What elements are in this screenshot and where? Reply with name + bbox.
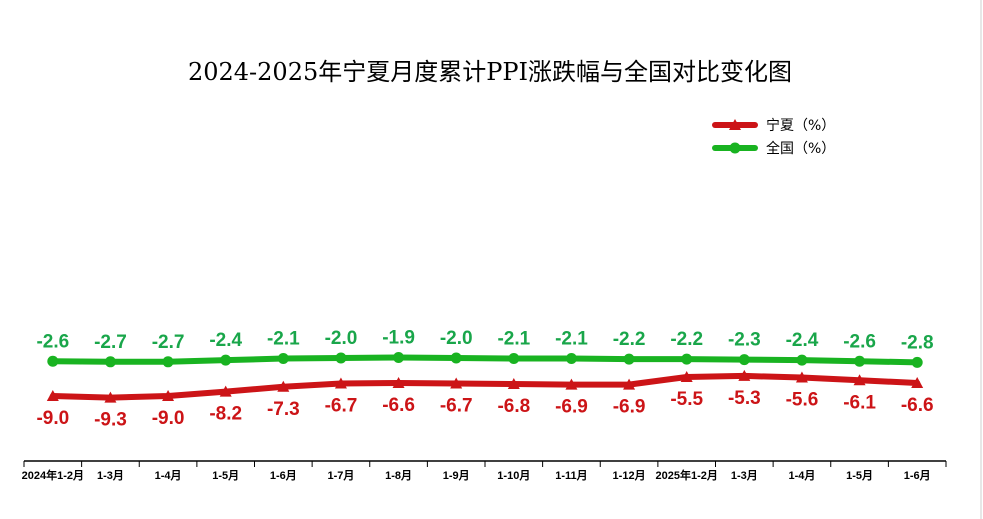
data-point-ningxia (450, 377, 463, 389)
data-point-national (623, 353, 635, 365)
data-point-national (277, 353, 289, 365)
x-tick-label: 1-6月 (904, 469, 931, 482)
data-label-ningxia: -9.0 (152, 408, 185, 429)
x-tick-label: 1-4月 (788, 469, 815, 482)
data-label-ningxia: -9.3 (94, 410, 127, 431)
x-tick-label: 1-8月 (385, 469, 412, 482)
data-label-ningxia: -7.3 (267, 399, 300, 420)
legend-triangle-icon (729, 119, 741, 130)
data-label-ningxia: -6.7 (325, 396, 358, 417)
data-label-national: -2.3 (728, 330, 761, 351)
data-point-ningxia (277, 380, 290, 392)
legend-item-ningxia: 宁夏（%） (712, 117, 835, 134)
data-point-national (393, 351, 405, 363)
x-tick-label: 1-3月 (97, 469, 124, 482)
data-label-national: -2.7 (152, 332, 185, 353)
chart-title: 2024-2025年宁夏月度累计PPI涨跌幅与全国对比变化图 (188, 58, 792, 86)
data-label-national: -2.0 (325, 328, 358, 349)
data-point-ningxia (219, 385, 232, 397)
series-layer: -9.0 -9.3 -9.0 -8.2 -7.3 -6.7 -6.6 -6.7 -6.8 -6.9… (36, 327, 933, 430)
data-label-national: -2.1 (555, 329, 588, 350)
legend-circle-icon (729, 142, 741, 154)
data-label-national: -2.6 (843, 331, 876, 352)
data-point-ningxia (334, 377, 347, 389)
data-point-national (335, 352, 347, 364)
x-tick-label: 1-10月 (497, 469, 530, 482)
data-label-ningxia: -6.9 (613, 397, 646, 418)
data-point-ningxia (162, 390, 175, 401)
data-point-ningxia (565, 378, 578, 390)
x-tick-label: 2024年1-2月 (22, 468, 84, 482)
data-label-national: -2.4 (786, 330, 819, 351)
data-point-national (220, 354, 232, 366)
x-tick-label: 1-12月 (613, 469, 646, 482)
data-point-ningxia (507, 378, 520, 390)
data-point-ningxia (911, 376, 924, 388)
data-point-ningxia (738, 369, 751, 381)
data-point-ningxia (46, 390, 59, 401)
data-point-ningxia (392, 376, 405, 388)
series-line-national (49, 354, 921, 366)
data-point-national (162, 356, 174, 368)
data-label-ningxia: -5.5 (670, 389, 703, 410)
data-point-national (854, 355, 866, 367)
data-label-national: -2.8 (901, 332, 934, 353)
data-label-ningxia: -5.3 (728, 388, 761, 409)
data-label-national: -2.0 (440, 328, 473, 349)
legend: 宁夏（%） 全国（%） (712, 117, 835, 157)
x-tick-label: 1-5月 (212, 469, 239, 482)
data-point-ningxia (795, 371, 808, 383)
data-label-national: -2.1 (497, 329, 530, 350)
x-tick-label: 2025年1-2月 (656, 468, 718, 482)
data-point-national (565, 353, 577, 365)
x-tick-label: 1-5月 (846, 469, 873, 482)
data-point-national (911, 356, 923, 368)
data-label-ningxia: -8.2 (209, 404, 242, 425)
x-tick-label: 1-4月 (155, 469, 182, 482)
data-label-ningxia: -6.1 (843, 392, 876, 413)
data-label-national: -2.2 (670, 329, 703, 350)
data-label-national: -2.2 (613, 329, 646, 350)
data-label-national: -2.7 (94, 332, 127, 353)
data-point-national (104, 356, 116, 368)
data-point-national (450, 352, 462, 364)
data-point-national (738, 354, 750, 366)
legend-label-ningxia: 宁夏（%） (766, 117, 835, 134)
data-point-national (47, 355, 59, 367)
data-label-ningxia: -6.7 (440, 396, 473, 417)
data-point-ningxia (853, 374, 866, 386)
data-label-national: -2.6 (36, 331, 69, 352)
data-label-national: -2.4 (209, 330, 242, 351)
data-point-national (681, 353, 693, 365)
data-point-national (796, 354, 808, 366)
x-tick-label: 1-6月 (270, 469, 297, 482)
data-label-ningxia: -9.0 (36, 408, 69, 429)
data-point-ningxia (104, 391, 117, 403)
x-tick-label: 1-9月 (443, 469, 470, 482)
data-point-ningxia (680, 371, 693, 382)
data-point-national (508, 353, 520, 365)
data-label-ningxia: -6.6 (901, 395, 934, 416)
data-label-ningxia: -6.8 (497, 396, 530, 417)
x-tick-label: 1-3月 (731, 469, 758, 482)
data-label-ningxia: -5.6 (786, 390, 819, 411)
data-label-national: -2.1 (267, 329, 300, 350)
x-tick-label: 1-11月 (555, 469, 587, 482)
legend-item-national: 全国（%） (712, 140, 835, 157)
data-label-ningxia: -6.6 (382, 395, 415, 416)
data-label-national: -1.9 (382, 327, 415, 348)
legend-label-national: 全国（%） (766, 140, 835, 157)
x-axis: 2024年1-2月 1-3月 1-4月 1-5月 1-6月 1-7月 1-8月 1-9月 1-1… (22, 460, 947, 482)
data-point-ningxia (623, 378, 636, 390)
data-label-ningxia: -6.9 (555, 397, 588, 418)
x-tick-label: 1-7月 (327, 469, 354, 482)
series-line-ningxia (49, 372, 921, 401)
